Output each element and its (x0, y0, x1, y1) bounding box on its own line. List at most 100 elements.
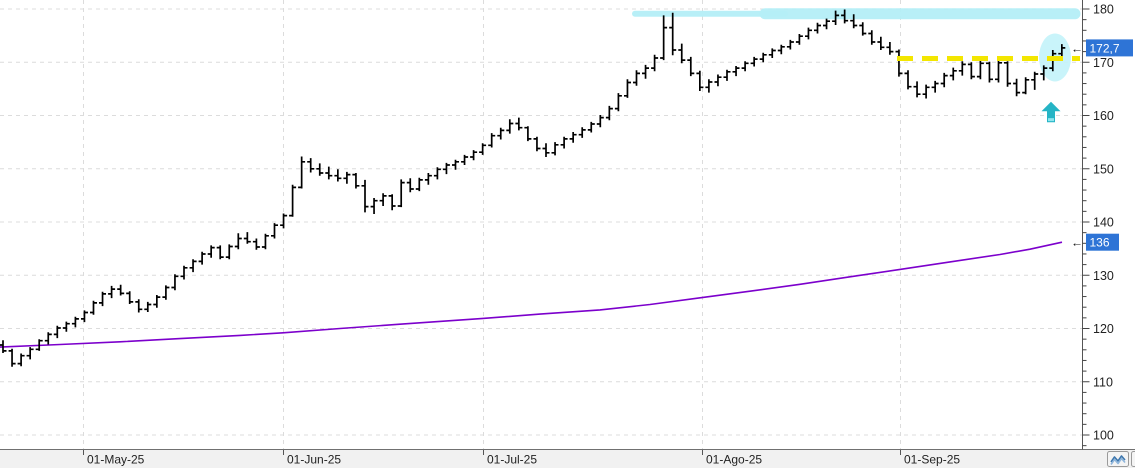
ohlc-bar (252, 238, 260, 250)
ohlc-bar (53, 325, 61, 339)
ohlc-bar (642, 64, 649, 79)
ohlc-bar (633, 70, 640, 86)
ohlc-bar (153, 295, 161, 308)
ohlc-bar (560, 136, 568, 149)
ohlc-bar (452, 159, 459, 170)
chart-style-button[interactable] (1107, 451, 1129, 467)
ohlc-bar (1013, 78, 1021, 97)
ohlc-bar (488, 133, 496, 148)
ohlc-bar (886, 42, 894, 55)
ohlc-bar (750, 56, 758, 67)
ohlc-bar (976, 60, 984, 80)
ohlc-bar (578, 127, 586, 138)
chart-annotations (897, 56, 1080, 123)
y-axis-label: 150 (1093, 162, 1114, 176)
ohlc-bar (261, 233, 269, 250)
ohlc-bar (343, 171, 351, 184)
ohlc-bar (280, 213, 288, 229)
ohlc-bar (361, 179, 369, 213)
ohlc-bar (777, 44, 785, 55)
moving-average-line (0, 241, 1063, 348)
x-axis-strip (0, 450, 1135, 468)
x-axis-label: 01-Sep-25 (904, 453, 960, 467)
ohlc-bar (533, 136, 541, 152)
ohlc-bar (696, 70, 704, 91)
ohlc-bar (234, 233, 242, 250)
ohlc-bar (81, 310, 88, 323)
x-axis-label: 01-Jul-25 (487, 453, 537, 467)
x-axis-label: 01-Ago-25 (706, 453, 762, 467)
y-axis-scale[interactable]: 180 170 160 150 140 130 120 110 100 (1082, 3, 1114, 447)
ohlc-bar (995, 60, 1002, 83)
ohlc-bar (243, 232, 251, 244)
last-price-value: 172,7 (1090, 41, 1120, 55)
ohlc-bar (515, 117, 523, 131)
x-axis-label: 01-Jun-25 (287, 453, 341, 467)
ohlc-bar (424, 173, 432, 185)
ohlc-bar (805, 27, 812, 40)
moving-average-price-badge: ← 136 (1071, 233, 1119, 251)
ohlc-bar (180, 265, 188, 280)
ohlc-bar (913, 81, 921, 98)
ohlc-bar (605, 105, 613, 121)
next-toolbar-button[interactable] (1131, 451, 1135, 467)
ohlc-bar (832, 10, 840, 25)
ohlc-bar (1040, 65, 1048, 81)
ohlc-bar (126, 291, 134, 304)
ohlc-bar (0, 340, 7, 353)
last-price-badge: ← 172,7 (1071, 39, 1133, 57)
ohlc-bar (198, 251, 206, 265)
ohlc-bar (470, 150, 478, 161)
ohlc-bar (189, 259, 197, 273)
ohlc-bar (986, 61, 993, 83)
ohlc-bar (967, 62, 975, 80)
ohlc-bar (841, 9, 849, 24)
ohlc-bar (614, 93, 622, 112)
zigzag-line-icon (1110, 455, 1126, 465)
y-axis-label: 120 (1093, 322, 1114, 336)
ohlc-bar (35, 339, 43, 351)
ohlc-bar (8, 348, 16, 367)
ohlc-bar (461, 154, 469, 165)
ohlc-bar (334, 169, 342, 182)
ohlc-bar (135, 299, 143, 313)
ohlc-bar (144, 301, 152, 312)
y-axis-label: 110 (1093, 375, 1113, 389)
ohlc-bar (587, 121, 595, 133)
ohlc-bar (1004, 61, 1011, 87)
ohlc-bar (1022, 77, 1030, 95)
ohlc-bar (415, 177, 423, 192)
ohlc-bar (44, 332, 52, 345)
ohlc-bar (406, 178, 414, 193)
ohlc-bar (325, 166, 333, 180)
ohlc-bar (17, 353, 25, 367)
ohlc-bar (26, 347, 34, 360)
ohlc-bar (714, 74, 722, 87)
ohlc-bar (624, 79, 631, 98)
ohlc-bar (651, 54, 659, 72)
ohlc-bar (669, 12, 677, 56)
ohlc-bar (162, 285, 170, 300)
ohlc-bar (352, 173, 360, 189)
ohlc-bar (940, 72, 948, 88)
y-axis-label: 140 (1093, 216, 1114, 230)
ohlc-bar (795, 34, 803, 45)
ohlc-bar (370, 198, 378, 214)
ohlc-bar (723, 69, 731, 81)
ma-price-value: 136 (1090, 236, 1110, 250)
ohlc-bar (596, 115, 604, 128)
ohlc-bar (316, 163, 324, 176)
ohlc-bar (524, 126, 532, 142)
ohlc-bar (433, 167, 441, 180)
ohlc-bar (1031, 71, 1039, 90)
ohlc-bar (479, 143, 487, 155)
ohlc-bar (732, 66, 740, 77)
x-axis-labels[interactable]: 01-May-25 01-Jun-25 01-Jul-25 01-Ago-25 01-S… (83, 450, 961, 467)
left-arrow-icon: ← (1071, 236, 1083, 250)
ohlc-bar (705, 79, 713, 93)
ohlc-bar (62, 321, 70, 332)
ohlc-bar (877, 36, 885, 50)
ohlc-bars (0, 9, 1066, 367)
